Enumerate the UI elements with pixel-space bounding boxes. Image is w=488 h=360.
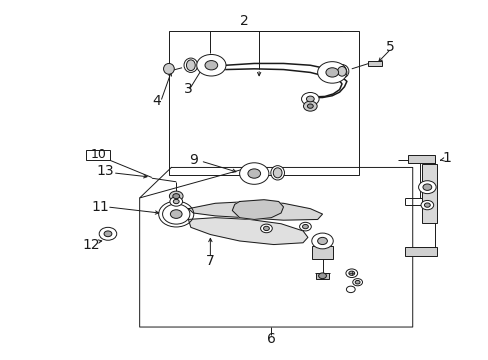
Circle shape bbox=[345, 269, 357, 278]
Polygon shape bbox=[188, 202, 322, 220]
Bar bbox=[407, 155, 434, 163]
Circle shape bbox=[260, 224, 272, 233]
Circle shape bbox=[263, 226, 269, 230]
Ellipse shape bbox=[334, 64, 348, 78]
Text: 1: 1 bbox=[442, 152, 450, 166]
Circle shape bbox=[196, 54, 225, 76]
Circle shape bbox=[306, 96, 314, 102]
Circle shape bbox=[307, 104, 313, 108]
Text: 8: 8 bbox=[315, 245, 324, 259]
Ellipse shape bbox=[186, 60, 195, 71]
Text: 3: 3 bbox=[183, 82, 192, 95]
Text: 11: 11 bbox=[92, 200, 109, 214]
Circle shape bbox=[302, 225, 308, 229]
Bar bbox=[367, 60, 382, 66]
Text: 12: 12 bbox=[82, 238, 100, 252]
Circle shape bbox=[346, 286, 354, 293]
Circle shape bbox=[104, 231, 112, 237]
Ellipse shape bbox=[273, 168, 282, 178]
Circle shape bbox=[422, 184, 431, 190]
Text: 2: 2 bbox=[240, 14, 248, 28]
Polygon shape bbox=[188, 218, 307, 244]
Bar bbox=[168, 31, 358, 175]
Circle shape bbox=[169, 191, 183, 201]
Circle shape bbox=[352, 279, 362, 286]
Bar bbox=[311, 246, 332, 259]
Circle shape bbox=[162, 204, 189, 224]
Circle shape bbox=[99, 227, 117, 240]
Text: 13: 13 bbox=[97, 164, 114, 178]
Circle shape bbox=[418, 181, 435, 194]
Circle shape bbox=[303, 101, 317, 111]
Circle shape bbox=[170, 210, 182, 219]
Circle shape bbox=[318, 273, 326, 279]
Circle shape bbox=[424, 203, 429, 207]
Bar bbox=[422, 164, 436, 223]
Ellipse shape bbox=[163, 63, 174, 74]
Text: 4: 4 bbox=[152, 94, 161, 108]
Text: 9: 9 bbox=[188, 153, 197, 167]
Circle shape bbox=[204, 60, 217, 70]
Circle shape bbox=[317, 62, 346, 83]
Bar bbox=[316, 273, 328, 279]
Text: 10: 10 bbox=[90, 148, 106, 161]
Circle shape bbox=[325, 68, 338, 77]
Circle shape bbox=[311, 233, 332, 249]
Circle shape bbox=[354, 280, 359, 284]
Bar bbox=[86, 150, 110, 160]
Ellipse shape bbox=[183, 58, 197, 72]
Polygon shape bbox=[232, 200, 283, 220]
Text: 6: 6 bbox=[266, 332, 275, 346]
Circle shape bbox=[172, 194, 179, 199]
Ellipse shape bbox=[337, 67, 346, 76]
Circle shape bbox=[420, 201, 433, 210]
Circle shape bbox=[247, 169, 260, 178]
Bar bbox=[405, 247, 436, 256]
Circle shape bbox=[317, 237, 327, 244]
Circle shape bbox=[348, 271, 354, 275]
Circle shape bbox=[301, 93, 319, 105]
Circle shape bbox=[239, 163, 268, 184]
Circle shape bbox=[299, 222, 311, 231]
Circle shape bbox=[173, 199, 179, 204]
Ellipse shape bbox=[270, 166, 284, 180]
Text: 5: 5 bbox=[386, 40, 394, 54]
Circle shape bbox=[169, 197, 182, 206]
Text: 7: 7 bbox=[205, 254, 214, 268]
